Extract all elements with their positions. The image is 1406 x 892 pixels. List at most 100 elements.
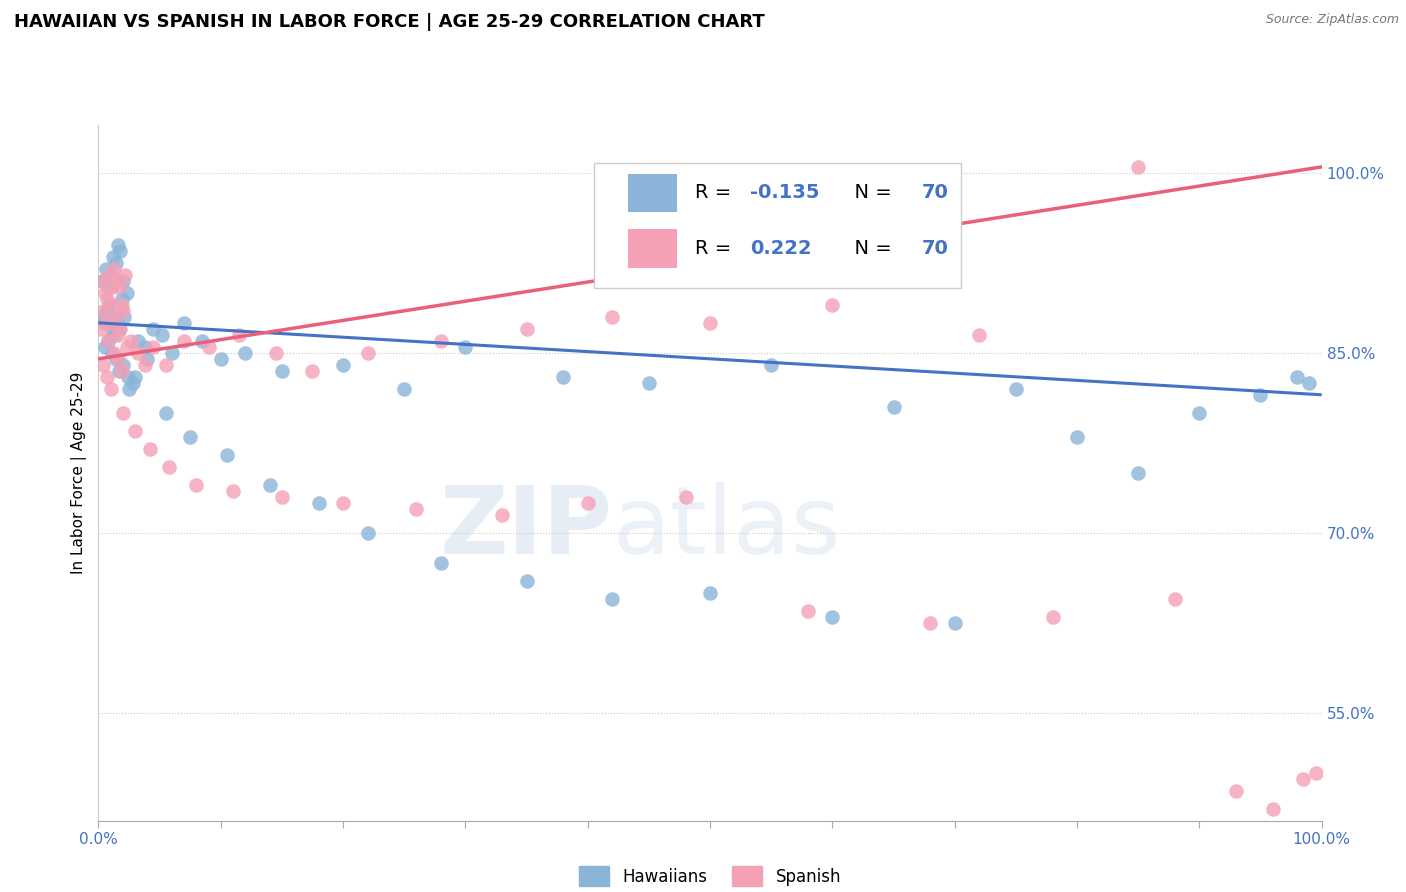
Point — [600, 591, 623, 606]
Point — [93, 340, 115, 354]
Point — [124, 424, 146, 438]
FancyBboxPatch shape — [628, 229, 678, 268]
Point — [392, 382, 416, 396]
Point — [100, 316, 122, 330]
Point — [197, 340, 219, 354]
Point — [103, 327, 125, 342]
Point — [209, 351, 232, 366]
Text: 70: 70 — [922, 183, 949, 202]
Text: R =: R = — [696, 183, 738, 202]
Point — [107, 237, 129, 252]
Text: N =: N = — [842, 239, 898, 258]
Point — [107, 351, 129, 366]
Point — [943, 615, 966, 630]
Point — [108, 364, 131, 378]
Point — [1292, 772, 1315, 786]
Point — [270, 490, 294, 504]
Point — [101, 322, 124, 336]
Point — [115, 340, 138, 354]
Point — [100, 268, 122, 282]
Point — [430, 556, 453, 570]
Text: N =: N = — [842, 183, 898, 202]
Point — [215, 448, 238, 462]
Point — [104, 351, 127, 366]
Point — [124, 369, 146, 384]
Point — [228, 327, 250, 342]
Point — [98, 268, 121, 282]
Point — [699, 316, 721, 330]
Point — [155, 406, 177, 420]
Point — [1188, 406, 1211, 420]
Point — [821, 609, 844, 624]
Point — [91, 358, 114, 372]
Point — [179, 430, 201, 444]
Point — [97, 334, 120, 348]
Point — [136, 351, 159, 366]
Point — [104, 256, 127, 270]
Point — [115, 285, 138, 300]
Point — [101, 280, 124, 294]
Point — [121, 376, 143, 390]
Point — [491, 508, 513, 522]
Point — [797, 604, 820, 618]
Point — [155, 358, 177, 372]
Point — [142, 340, 165, 354]
Point — [1261, 802, 1284, 816]
Point — [173, 334, 195, 348]
Point — [160, 346, 183, 360]
Point — [98, 298, 121, 312]
Point — [967, 327, 990, 342]
Point — [114, 268, 136, 282]
FancyBboxPatch shape — [628, 174, 678, 212]
Point — [94, 261, 117, 276]
Point — [111, 303, 134, 318]
Point — [454, 340, 477, 354]
Point — [120, 334, 142, 348]
Text: -0.135: -0.135 — [751, 183, 820, 202]
Point — [553, 369, 575, 384]
Point — [259, 477, 281, 491]
Point — [1042, 609, 1064, 624]
Point — [576, 496, 599, 510]
Point — [134, 340, 156, 354]
Point — [150, 327, 173, 342]
Point — [308, 496, 330, 510]
Point — [111, 364, 134, 378]
Point — [91, 274, 114, 288]
Point — [332, 496, 354, 510]
Point — [127, 334, 149, 348]
Point — [108, 280, 131, 294]
Point — [118, 382, 141, 396]
Point — [127, 346, 149, 360]
Point — [1298, 376, 1320, 390]
Point — [134, 358, 156, 372]
Point — [1250, 388, 1272, 402]
Point — [1066, 430, 1088, 444]
Text: 0.222: 0.222 — [751, 239, 813, 258]
Point — [101, 250, 124, 264]
Point — [356, 525, 378, 540]
Point — [93, 316, 115, 330]
Point — [600, 310, 623, 324]
Point — [222, 483, 245, 498]
Point — [104, 310, 127, 324]
Point — [111, 274, 134, 288]
Point — [105, 310, 128, 324]
Point — [91, 274, 114, 288]
Point — [97, 334, 120, 348]
Point — [103, 261, 125, 276]
Point — [1004, 382, 1026, 396]
Text: Source: ZipAtlas.com: Source: ZipAtlas.com — [1265, 13, 1399, 27]
Point — [638, 376, 661, 390]
Point — [96, 369, 118, 384]
Point — [191, 334, 214, 348]
Point — [97, 280, 120, 294]
Point — [112, 310, 135, 324]
Point — [96, 292, 118, 306]
Point — [430, 334, 453, 348]
Point — [111, 358, 134, 372]
Point — [761, 358, 783, 372]
Point — [91, 303, 114, 318]
Point — [821, 298, 844, 312]
Point — [110, 322, 132, 336]
